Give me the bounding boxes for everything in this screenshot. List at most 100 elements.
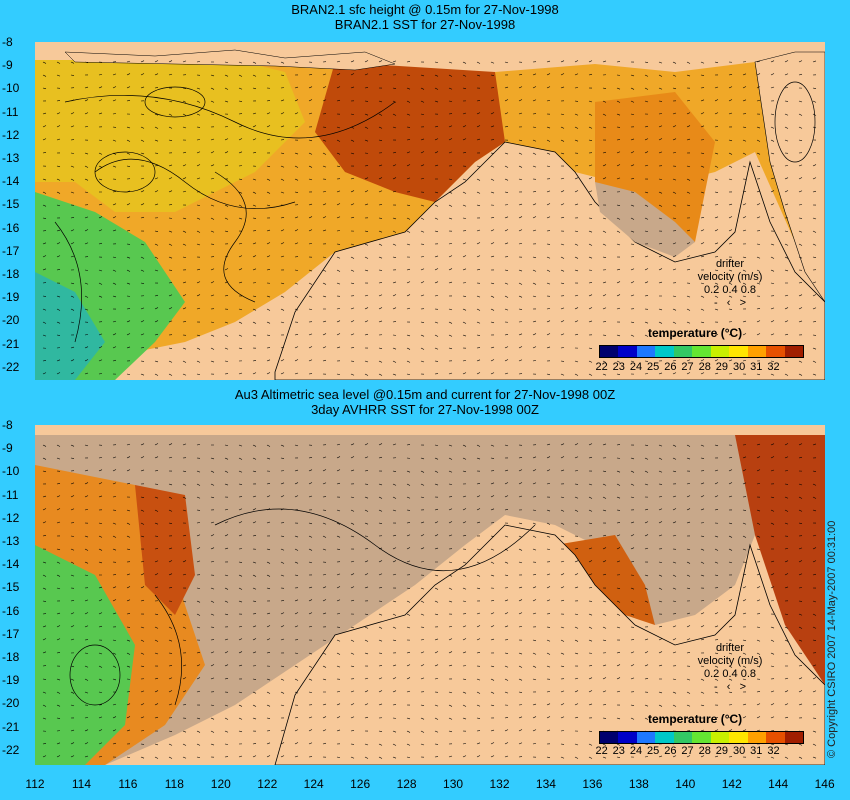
vector-arrow bbox=[812, 534, 817, 537]
vector-arrow bbox=[42, 638, 47, 641]
vector-arrow bbox=[42, 534, 47, 537]
vector-arrow bbox=[350, 665, 355, 667]
vector-arrow bbox=[350, 139, 355, 142]
vector-arrow bbox=[574, 126, 579, 129]
vector-arrow bbox=[154, 743, 159, 746]
vector-arrow bbox=[588, 139, 593, 141]
vector-arrow bbox=[770, 216, 775, 219]
vector-arrow bbox=[322, 639, 327, 642]
vector-arrow bbox=[812, 470, 817, 473]
vector-arrow bbox=[238, 600, 243, 603]
vector-arrow bbox=[490, 74, 495, 76]
vector-arrow bbox=[168, 100, 173, 103]
vector-arrow bbox=[798, 509, 803, 512]
vector-arrow bbox=[686, 587, 691, 590]
vector-arrow bbox=[658, 717, 663, 720]
vector-arrow bbox=[322, 665, 327, 668]
vector-arrow bbox=[644, 638, 649, 641]
vector-arrow bbox=[714, 691, 719, 694]
vector-arrow bbox=[560, 626, 565, 629]
vector-arrow bbox=[140, 496, 145, 499]
vector-arrow bbox=[266, 255, 271, 258]
vector-arrow bbox=[770, 573, 775, 576]
vector-arrow bbox=[112, 346, 117, 349]
vector-arrow bbox=[672, 535, 677, 537]
vector-arrow bbox=[238, 470, 243, 473]
vector-arrow bbox=[420, 204, 425, 207]
vector-arrow bbox=[112, 599, 117, 602]
vector-arrow bbox=[168, 60, 173, 63]
vector-arrow bbox=[462, 61, 467, 64]
vector-arrow bbox=[546, 269, 551, 272]
vector-arrow bbox=[266, 334, 271, 336]
vector-arrow bbox=[378, 587, 383, 589]
vector-arrow bbox=[210, 360, 215, 363]
colorbar-label: 32 bbox=[767, 361, 780, 373]
vector-arrow bbox=[56, 574, 61, 577]
vector-arrow bbox=[476, 308, 481, 311]
vector-arrow bbox=[518, 74, 523, 76]
vector-arrow bbox=[588, 626, 593, 629]
vector-arrow bbox=[700, 112, 705, 115]
vector-arrow bbox=[308, 333, 313, 336]
vector-arrow bbox=[308, 522, 313, 525]
vector-arrow bbox=[294, 742, 299, 745]
colorbar-swatch bbox=[692, 732, 711, 743]
vector-arrow bbox=[546, 126, 551, 129]
vector-arrow bbox=[336, 703, 341, 706]
vector-arrow bbox=[56, 74, 61, 77]
vector-arrow bbox=[238, 704, 243, 707]
vector-arrow bbox=[154, 113, 159, 116]
vector-arrow bbox=[98, 165, 103, 168]
vector-arrow bbox=[378, 243, 383, 246]
vector-arrow bbox=[574, 470, 579, 472]
vector-arrow bbox=[448, 138, 453, 141]
vector-arrow bbox=[812, 704, 817, 706]
vector-arrow bbox=[448, 704, 453, 707]
vector-arrow bbox=[280, 178, 285, 181]
vector-arrow bbox=[560, 496, 565, 499]
vector-arrow bbox=[406, 113, 411, 116]
y-tick-label: -17 bbox=[2, 243, 20, 258]
vector-arrow bbox=[210, 100, 215, 103]
vector-arrow bbox=[196, 483, 201, 486]
vector-arrow bbox=[252, 717, 257, 720]
vector-arrow bbox=[644, 138, 649, 141]
vector-arrow bbox=[476, 574, 481, 577]
vector-arrow bbox=[434, 334, 439, 337]
vector-arrow bbox=[210, 321, 215, 323]
vector-arrow bbox=[658, 204, 663, 207]
vector-arrow bbox=[98, 469, 103, 472]
vector-arrow bbox=[224, 444, 229, 446]
vector-arrow bbox=[70, 574, 75, 577]
vector-arrow bbox=[42, 138, 47, 141]
vector-arrow bbox=[336, 652, 341, 655]
vector-arrow bbox=[560, 243, 565, 246]
vector-arrow bbox=[462, 495, 467, 498]
y-tick-label: -10 bbox=[2, 81, 20, 96]
vector-arrow bbox=[476, 165, 481, 168]
vector-arrow bbox=[588, 496, 593, 499]
vector-arrow bbox=[364, 690, 369, 693]
vector-arrow bbox=[686, 482, 691, 485]
vector-arrow bbox=[504, 165, 509, 168]
vector-arrow bbox=[588, 113, 593, 116]
vector-arrow bbox=[630, 561, 635, 563]
vector-arrow bbox=[742, 716, 747, 719]
vector-arrow bbox=[392, 190, 397, 193]
vector-arrow bbox=[532, 73, 537, 76]
vector-arrow bbox=[70, 165, 75, 168]
vector-arrow bbox=[518, 612, 523, 615]
vector-arrow bbox=[266, 61, 271, 64]
vector-arrow bbox=[504, 495, 509, 498]
vector-arrow bbox=[252, 755, 257, 758]
vector-arrow bbox=[434, 600, 439, 603]
vector-arrow bbox=[112, 269, 117, 272]
vector-arrow bbox=[406, 373, 411, 376]
vector-arrow bbox=[728, 457, 733, 459]
vector-arrow bbox=[182, 360, 187, 363]
vector-arrow bbox=[364, 652, 369, 655]
vector-arrow bbox=[658, 255, 663, 258]
vector-arrow bbox=[518, 86, 523, 89]
vector-arrow bbox=[168, 126, 173, 129]
